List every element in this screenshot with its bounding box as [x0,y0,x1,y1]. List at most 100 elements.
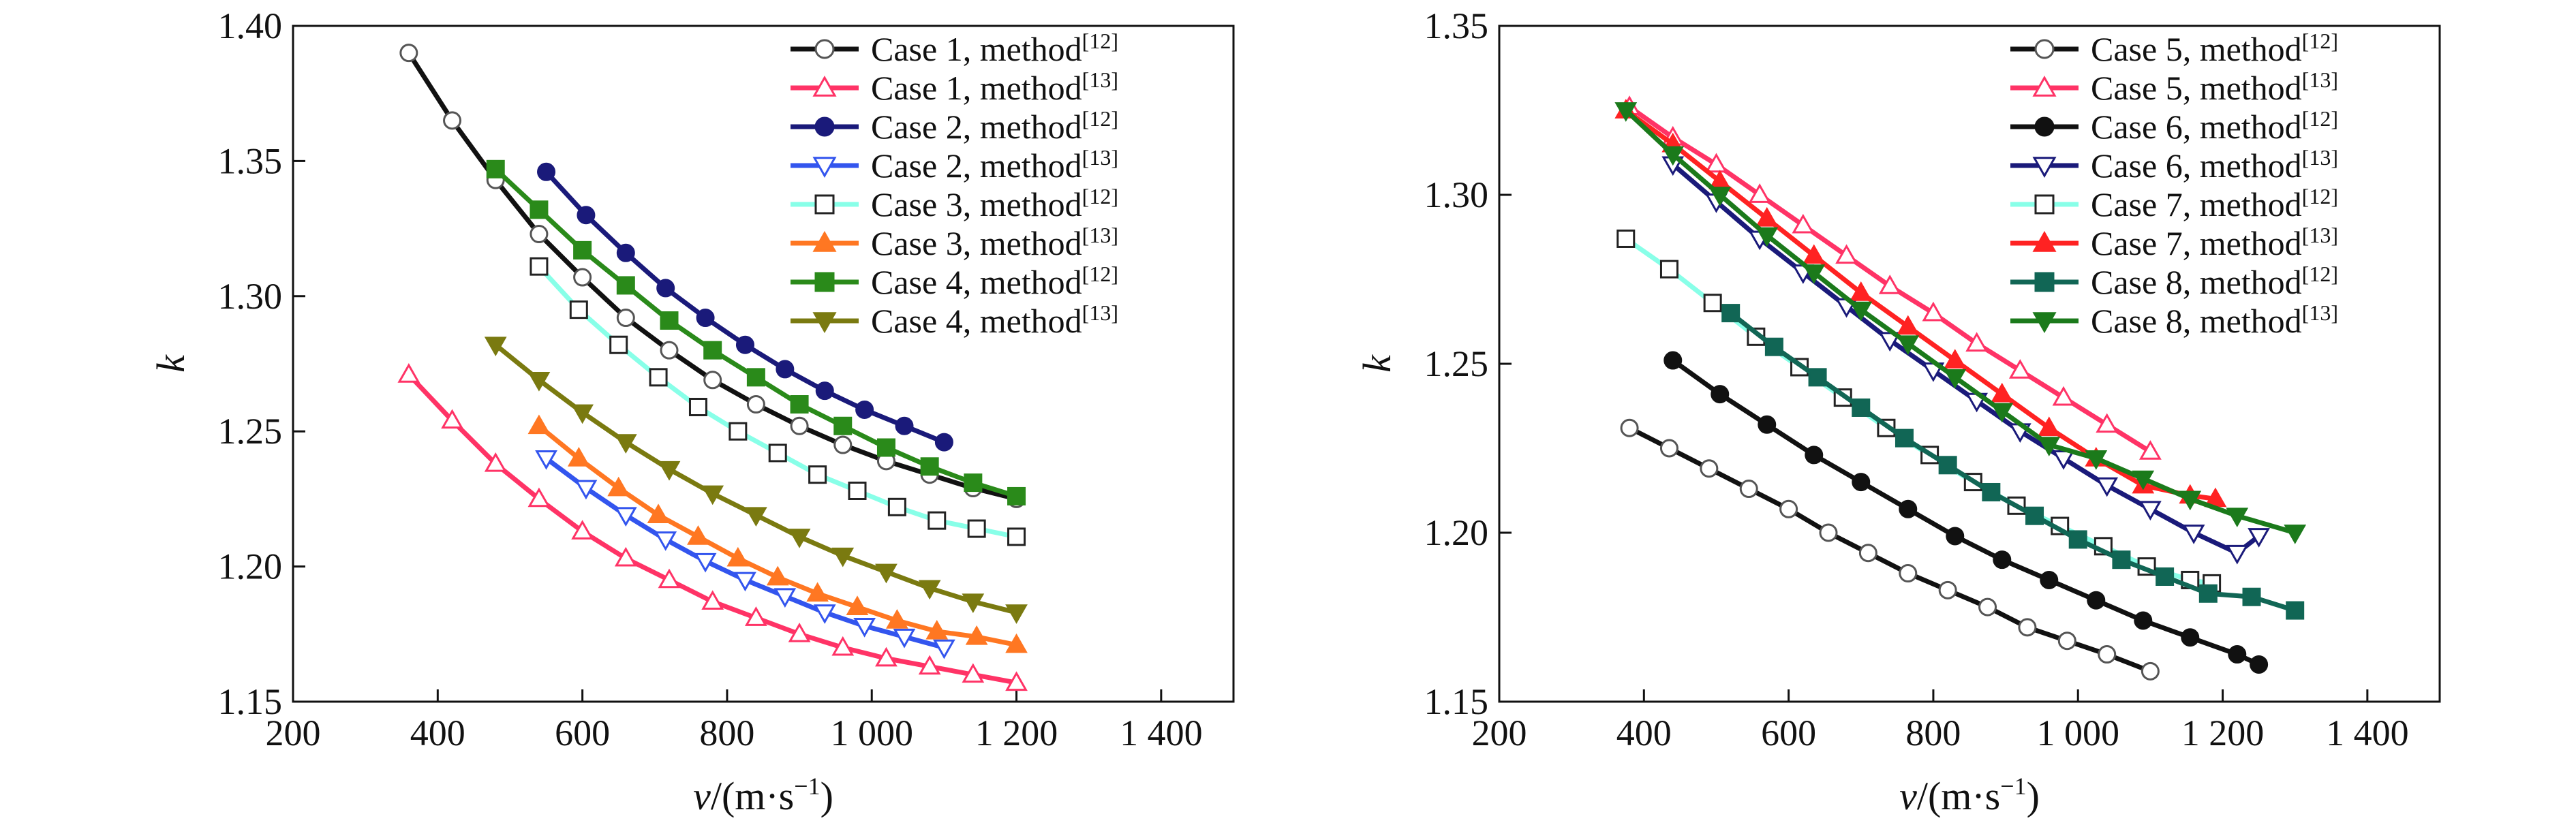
legend-label: Case 7, method[12] [2091,184,2338,223]
series-1 [1620,418,2160,681]
data-point [527,487,551,508]
data-point [441,409,463,429]
data-point [2141,661,2160,681]
data-point [2228,645,2247,664]
series-7 [1721,304,2305,620]
data-point [647,503,670,524]
data-point [962,593,985,614]
data-point [2038,437,2061,456]
legend-label: Case 5, method[12] [2091,29,2338,68]
data-point [2138,501,2162,521]
data-point [1944,369,1967,389]
legend-label: Case 4, method[13] [871,300,1118,340]
data-point [1614,102,1638,122]
data-point [577,206,596,225]
data-point [1805,446,1824,465]
data-point [616,276,635,295]
data-point [1764,337,1783,356]
data-point [813,604,836,624]
series-line [545,456,945,650]
y-tick-label: 1.20 [1424,512,1489,553]
legend-label: Case 5, method[13] [2091,67,2338,107]
legend: Case 1, method[12]Case 1, method[13]Case… [791,29,1118,340]
data-point [658,568,681,589]
data-point [833,416,853,435]
data-point [1711,385,1730,404]
data-point [573,268,592,287]
data-point [876,438,895,457]
data-point [527,371,551,392]
data-point [1792,213,1815,234]
x-tick-label: 1 000 [830,713,913,753]
series-line [1671,358,2260,667]
data-point [2242,587,2261,606]
data-point [734,572,756,592]
data-point [2284,525,2307,544]
data-point [2156,567,2175,586]
data-point [696,309,715,328]
data-point [746,395,765,414]
data-point [1755,227,1779,247]
y-axis-label: k [149,354,193,373]
chart-right: 200 400 600 800 1 000 1 200 1 400 1.15 1.20 1.25 1… [1355,5,2441,818]
data-point [1803,264,1826,284]
legend-marker [814,116,835,137]
data-point [1663,351,1683,370]
series-1 [399,44,1026,508]
plot-frame [292,25,1235,703]
data-point [2182,525,2205,544]
series-7 [486,159,1026,505]
y-tick-label: 1.25 [218,411,283,452]
data-point [790,416,809,435]
legend-marker [2032,157,2057,178]
data-point [1982,482,2001,501]
data-point [1878,275,1901,294]
series-8 [1614,102,2307,544]
x-tick-label: 800 [1905,713,1961,753]
data-point [1850,281,1873,301]
series-line [407,373,1017,685]
data-point [2052,386,2075,406]
legend-label: Case 1, method[13] [871,67,1118,107]
data-point [694,552,717,573]
data-point [701,485,724,505]
data-point [567,447,590,467]
data-point [962,663,985,683]
data-point [571,404,594,424]
data-point [1708,187,1732,206]
data-point [1938,456,1957,475]
legend-label: Case 4, method[12] [871,262,1118,301]
data-point [1803,244,1826,264]
data-point [1705,153,1728,173]
legend-marker [814,272,835,292]
y-tick-label: 1.30 [1424,174,1489,215]
data-point [1850,301,1873,322]
data-point [649,368,668,387]
data-point [887,497,906,516]
data-point [1748,183,1771,203]
x-tick-label: 1 400 [1120,713,1203,753]
data-point [656,279,675,298]
series-2 [1618,95,2162,460]
data-point [925,620,949,640]
data-point [530,225,549,244]
data-point [788,622,811,642]
data-point [2181,628,2200,647]
data-point [885,609,908,629]
data-point [616,309,635,328]
data-point [831,636,855,656]
data-point [574,480,598,500]
data-point [893,628,916,649]
x-tick-label: 1 200 [2181,713,2265,753]
y-axis-label: k [1355,354,1399,373]
data-point [569,300,588,319]
data-point [1620,418,1639,437]
data-point [1808,368,1827,387]
data-point [530,200,549,219]
data-point [688,397,707,416]
x-tick-label: 200 [1472,713,1527,753]
data-point [875,646,898,667]
data-point [920,457,939,476]
legend-marker [812,157,837,178]
series-6 [527,414,1028,653]
